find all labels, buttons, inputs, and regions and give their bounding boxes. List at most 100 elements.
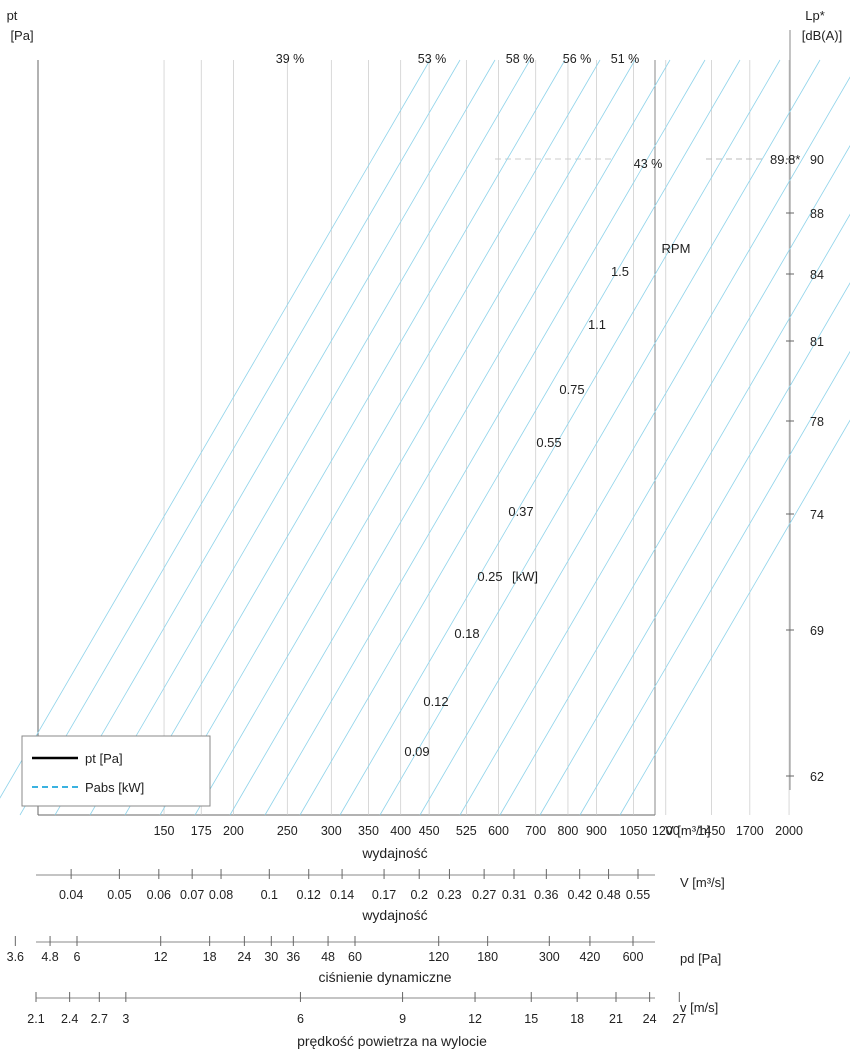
power-label-2000: 0.25	[477, 569, 502, 584]
flow-m3s-tick-label: 0.06	[147, 888, 171, 902]
flow-m3s-tick-label: 0.14	[330, 888, 354, 902]
noise-tick-label: 84	[810, 268, 824, 282]
efficiency-line	[264, 59, 706, 816]
flow-m3s-tick-label: 0.36	[534, 888, 558, 902]
v-tick-label: 2.4	[61, 1012, 78, 1026]
flow-m3s-tick-label: 0.17	[372, 888, 396, 902]
efficiency-line	[619, 419, 850, 816]
efficiency-line	[124, 59, 566, 816]
efficiency-line	[159, 59, 601, 816]
flow-m3s-tick-label: 0.31	[502, 888, 526, 902]
legend-label-power: Pabs [kW]	[85, 780, 144, 795]
power-unit: [kW]	[512, 569, 538, 584]
flow-m3s-unit: V [m³/s]	[680, 875, 725, 890]
pd-tick-label: 180	[477, 950, 498, 964]
efficiency-line	[0, 59, 431, 799]
v-tick-label: 21	[609, 1012, 623, 1026]
y-axis-label: pt	[7, 8, 18, 23]
power-label-3100: 1.1	[588, 317, 606, 332]
v-tick-label: 15	[524, 1012, 538, 1026]
v-tick-label: 3	[122, 1012, 129, 1026]
efficiency-label: 39 %	[276, 52, 305, 66]
x-tick-label: 700	[525, 824, 546, 838]
right-axis-unit: [dB(A)]	[802, 28, 842, 43]
x-tick-label: 175	[191, 824, 212, 838]
pd-tick-label: 120	[428, 950, 449, 964]
flow-m3s-tick-label: 0.48	[596, 888, 620, 902]
flow-m3s-tick-label: 0.55	[626, 888, 650, 902]
flow-m3s-tick-label: 0.05	[107, 888, 131, 902]
efficiency-line	[299, 59, 741, 816]
noise-marker: 89.8*	[770, 152, 800, 167]
flow-m3s-tick-label: 0.27	[472, 888, 496, 902]
power-label-2200: 0.37	[508, 504, 533, 519]
efficiency-label: 43 %	[634, 157, 663, 171]
flow-m3s-tick-label: 0.08	[209, 888, 233, 902]
efficiency-line	[499, 213, 850, 816]
v-tick-label: 24	[643, 1012, 657, 1026]
x-tick-label: 2000	[775, 824, 803, 838]
x-tick-label: 800	[558, 824, 579, 838]
rpm-label: RPM	[662, 241, 691, 256]
pd-tick-label: 600	[623, 950, 644, 964]
pd-tick-label: 3.6	[7, 950, 24, 964]
power-label-2800: 0.75	[559, 382, 584, 397]
efficiency-line	[579, 350, 850, 816]
efficiency-line	[419, 76, 850, 816]
efficiency-line	[54, 59, 496, 816]
noise-tick-label: 74	[810, 508, 824, 522]
x-tick-label: 150	[154, 824, 175, 838]
y-axis-unit: [Pa]	[10, 28, 33, 43]
pd-unit: pd [Pa]	[680, 951, 721, 966]
flow-m3s-label: wydajność	[361, 907, 427, 923]
v-tick-label: 9	[399, 1012, 406, 1026]
noise-tick-label: 62	[810, 770, 824, 784]
x-tick-label: 900	[586, 824, 607, 838]
pd-tick-label: 48	[321, 950, 335, 964]
power-label-3450: 1.5	[611, 264, 629, 279]
v-tick-label: 2.7	[91, 1012, 108, 1026]
x-tick-label: 250	[277, 824, 298, 838]
noise-tick-label: 90	[810, 153, 824, 167]
right-axis-label: Lp*	[805, 8, 825, 23]
x-tick-label: 525	[456, 824, 477, 838]
flow-m3s-tick-label: 0.07	[180, 888, 204, 902]
noise-tick-label: 69	[810, 624, 824, 638]
pd-label: ciśnienie dynamiczne	[318, 969, 451, 985]
flow-m3s-tick-label: 0.12	[297, 888, 321, 902]
efficiency-line	[229, 59, 671, 816]
efficiency-line	[19, 59, 461, 816]
v-label: prędkość powietrza na wylocie	[297, 1033, 487, 1049]
v-tick-label: 12	[468, 1012, 482, 1026]
efficiency-label: 58 %	[506, 52, 535, 66]
efficiency-line	[89, 59, 531, 816]
power-label-1750: 0.18	[454, 626, 479, 641]
noise-tick-label: 78	[810, 415, 824, 429]
pd-tick-label: 36	[286, 950, 300, 964]
flow-m3h-unit: V [m³/h]	[665, 823, 711, 838]
efficiency-label: 56 %	[563, 52, 592, 66]
flow-m3h-label: wydajność	[361, 845, 427, 861]
flow-m3s-tick-label: 0.42	[568, 888, 592, 902]
flow-m3s-tick-label: 0.04	[59, 888, 83, 902]
x-tick-label: 600	[488, 824, 509, 838]
flow-m3s-tick-label: 0.1	[261, 888, 278, 902]
pd-tick-label: 18	[203, 950, 217, 964]
efficiency-label: 51 %	[611, 52, 640, 66]
power-label-2500: 0.55	[536, 435, 561, 450]
efficiency-label: 53 %	[418, 52, 447, 66]
grid	[14, 30, 794, 1002]
x-tick-label: 450	[419, 824, 440, 838]
pd-tick-label: 12	[154, 950, 168, 964]
x-tick-label: 1700	[736, 824, 764, 838]
x-tick-label: 350	[358, 824, 379, 838]
pd-tick-label: 4.8	[41, 950, 58, 964]
v-tick-label: 2.1	[27, 1012, 44, 1026]
noise-tick-label: 81	[810, 335, 824, 349]
power-label-1400: 0.09	[404, 744, 429, 759]
efficiency-line	[459, 145, 850, 816]
x-tick-label: 300	[321, 824, 342, 838]
efficiency-line	[539, 282, 850, 816]
flow-m3s-tick-label: 0.2	[411, 888, 428, 902]
